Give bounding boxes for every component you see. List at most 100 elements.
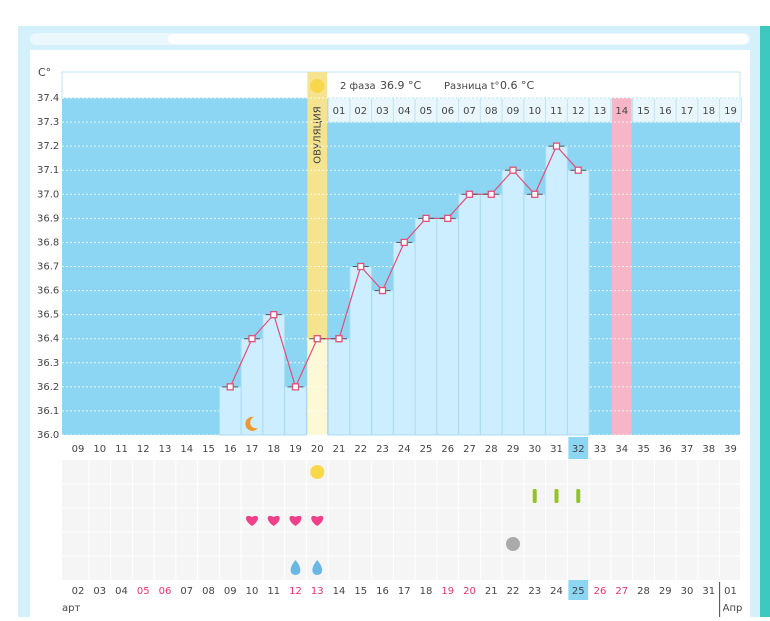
temp-column bbox=[545, 145, 568, 436]
temp-point bbox=[531, 190, 539, 198]
phase-day-label: 08 bbox=[485, 106, 498, 117]
temp-point bbox=[357, 262, 365, 271]
x-tick-label: 16 bbox=[224, 444, 237, 455]
y-tick-label: 37.0 bbox=[37, 189, 59, 200]
heart-icon bbox=[289, 515, 302, 526]
date-label: 09 bbox=[224, 586, 237, 597]
symbol-area bbox=[62, 460, 740, 580]
diff-value: 0.6 °C bbox=[500, 79, 534, 92]
date-label: 19 bbox=[441, 586, 454, 597]
scrollbar-thumb[interactable] bbox=[168, 34, 748, 44]
temp-point bbox=[509, 166, 517, 174]
temp-point bbox=[378, 286, 387, 295]
highlight-day bbox=[568, 437, 589, 459]
x-tick-label: 28 bbox=[485, 444, 498, 455]
x-tick-label: 26 bbox=[441, 444, 454, 455]
ovulation-sun bbox=[310, 79, 325, 93]
y-tick-label: 36.4 bbox=[37, 334, 59, 345]
phase-day-label: 01 bbox=[333, 106, 346, 117]
sun-icon bbox=[310, 465, 325, 479]
temp-column bbox=[523, 193, 547, 436]
x-tick-label: 36 bbox=[659, 444, 672, 455]
temp-point bbox=[291, 383, 300, 391]
date-label: 22 bbox=[507, 586, 520, 597]
x-tick-label: 21 bbox=[333, 444, 346, 455]
heart-icon bbox=[245, 515, 259, 526]
x-tick-label: 14 bbox=[180, 444, 193, 455]
y-tick-label: 36.0 bbox=[37, 430, 59, 441]
temp-column bbox=[436, 217, 460, 436]
phase-day-label: 03 bbox=[376, 106, 389, 117]
marked-column bbox=[611, 98, 632, 435]
phase-day-label: 11 bbox=[550, 106, 563, 117]
x-tick-label: 32 bbox=[572, 444, 585, 455]
x-tick-label: 23 bbox=[376, 444, 389, 455]
drop-icon bbox=[312, 560, 323, 575]
phase-day-label: 15 bbox=[637, 106, 650, 117]
y-label: C° bbox=[38, 66, 51, 79]
y-tick-label: 37.2 bbox=[37, 141, 59, 152]
phase-day-label: 07 bbox=[463, 106, 476, 117]
date-label: 26 bbox=[594, 586, 607, 597]
y-tick-label: 36.1 bbox=[37, 406, 59, 417]
temp-column bbox=[284, 386, 307, 436]
date-label: 02 bbox=[72, 586, 85, 597]
x-tick-label: 34 bbox=[615, 444, 628, 455]
moon-icon bbox=[245, 416, 258, 431]
date-label: 07 bbox=[180, 586, 193, 597]
x-tick-label: 37 bbox=[681, 444, 694, 455]
highlight-date bbox=[568, 580, 589, 600]
date-label: 23 bbox=[528, 586, 541, 597]
phase-day-label: 16 bbox=[659, 106, 672, 117]
date-label: 18 bbox=[420, 586, 433, 597]
side-bar bbox=[760, 26, 770, 617]
temp-column bbox=[240, 338, 264, 436]
date-label: 16 bbox=[376, 586, 389, 597]
date-label: 31 bbox=[702, 586, 715, 597]
diff-label: Разница t° bbox=[444, 81, 500, 92]
phase-day-label: 12 bbox=[572, 106, 585, 117]
phase-day-label: 09 bbox=[507, 106, 520, 117]
temp-point bbox=[552, 142, 561, 150]
phase-label: 2 фаза bbox=[340, 81, 376, 92]
x-tick-label: 19 bbox=[289, 444, 302, 455]
temp-point bbox=[313, 335, 321, 343]
bar-icon bbox=[554, 489, 559, 503]
date-label: 17 bbox=[398, 586, 411, 597]
y-tick-label: 36.5 bbox=[37, 310, 59, 321]
temp-point bbox=[465, 190, 474, 198]
y-tick-label: 36.8 bbox=[37, 237, 59, 248]
temp-column bbox=[414, 217, 438, 436]
temp-column bbox=[458, 193, 481, 436]
temp-point bbox=[248, 335, 256, 343]
x-tick-label: 27 bbox=[463, 444, 476, 455]
x-tick-label: 22 bbox=[354, 444, 367, 455]
x-tick-label: 35 bbox=[637, 444, 650, 455]
date-label: 11 bbox=[267, 586, 280, 597]
x-tick-label: 09 bbox=[72, 444, 85, 455]
bar-icon bbox=[532, 489, 537, 503]
phase-day-label: 19 bbox=[724, 106, 737, 117]
temp-column bbox=[262, 314, 286, 436]
temp-column bbox=[479, 193, 503, 436]
heart-icon bbox=[267, 515, 280, 526]
phase-day-label: 06 bbox=[441, 106, 454, 117]
y-tick-label: 37.3 bbox=[37, 117, 59, 128]
temp-point bbox=[400, 238, 408, 247]
date-label: 06 bbox=[159, 586, 172, 597]
phase-day-label: 02 bbox=[354, 106, 367, 117]
x-tick-label: 24 bbox=[398, 444, 411, 455]
temp-point bbox=[226, 383, 234, 391]
date-label: 25 bbox=[572, 586, 585, 597]
x-tick-label: 20 bbox=[311, 444, 324, 455]
temp-column bbox=[566, 169, 590, 436]
x-tick-label: 12 bbox=[137, 444, 150, 455]
y-tick-label: 37.1 bbox=[37, 165, 59, 176]
x-tick-label: 30 bbox=[528, 444, 541, 455]
date-label: 13 bbox=[311, 586, 324, 597]
drop-icon bbox=[290, 560, 301, 575]
y-tick-label: 37.4 bbox=[37, 93, 59, 104]
x-tick-label: 18 bbox=[267, 444, 280, 455]
